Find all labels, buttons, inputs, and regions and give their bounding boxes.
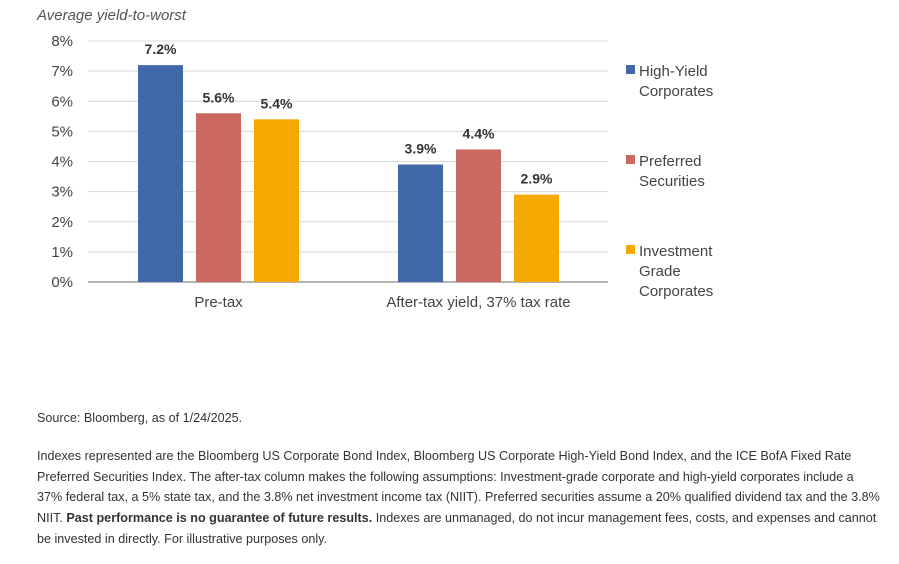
legend-label: Corporates — [639, 83, 713, 100]
legend-label: Corporates — [639, 283, 713, 300]
category-label: Pre-tax — [194, 294, 243, 311]
y-tick-label: 5% — [51, 123, 73, 140]
y-axis-title: Average yield-to-worst — [36, 7, 187, 24]
y-tick-label: 2% — [51, 214, 73, 231]
bars — [138, 65, 559, 282]
disclosure-text-end: Indexes are unmanaged, do not incur mana… — [37, 511, 877, 546]
source-note: Source: Bloomberg, as of 1/24/2025. — [37, 411, 243, 425]
category-labels: Pre-tax After-tax yield, 37% tax rate — [194, 294, 570, 311]
bar — [398, 164, 443, 282]
bar — [138, 65, 183, 282]
legend-swatch — [626, 155, 635, 164]
y-tick-labels: 0% 1% 2% 3% 4% 5% 6% 7% 8% — [51, 33, 73, 291]
disclosure-bold: Past performance is no guarantee of futu… — [66, 511, 373, 526]
data-label: 7.2% — [145, 41, 177, 57]
legend-label: Investment — [639, 243, 713, 260]
y-tick-label: 4% — [51, 154, 73, 171]
bar — [196, 113, 241, 282]
legend-label: Securities — [639, 173, 705, 190]
bar — [254, 119, 299, 282]
legend-label: High-Yield — [639, 63, 708, 80]
data-label: 5.4% — [261, 95, 293, 111]
y-tick-label: 7% — [51, 63, 73, 80]
y-tick-label: 0% — [51, 274, 73, 291]
y-tick-label: 1% — [51, 244, 73, 261]
data-label: 2.9% — [521, 171, 553, 187]
y-tick-label: 8% — [51, 33, 73, 50]
legend-swatch — [626, 65, 635, 74]
disclosure-text-start: Indexes represented are the Bloomberg US… — [37, 448, 880, 526]
bar — [456, 149, 501, 282]
yield-chart: Average yield-to-worst 0% 1% 2% 3% 4% 5% 6% 7% 8… — [36, 7, 713, 311]
legend-label: Grade — [639, 263, 681, 280]
category-label: After-tax yield, 37% tax rate — [386, 294, 570, 311]
chart-notes: Source: Bloomberg, as of 1/24/2025. Inde… — [37, 408, 882, 550]
legend-swatch — [626, 245, 635, 254]
y-tick-label: 3% — [51, 184, 73, 201]
bar — [514, 194, 559, 282]
y-tick-label: 6% — [51, 93, 73, 110]
data-label: 4.4% — [463, 125, 495, 141]
data-labels: 7.2% 5.6% 5.4% 3.9% 4.4% 2.9% — [145, 41, 553, 187]
disclosure-note: Indexes represented are the Bloomberg US… — [37, 446, 882, 550]
data-label: 3.9% — [405, 141, 437, 157]
legend: High-Yield Corporates Preferred Securities I… — [626, 63, 713, 300]
data-label: 5.6% — [203, 89, 235, 105]
legend-label: Preferred — [639, 153, 702, 170]
